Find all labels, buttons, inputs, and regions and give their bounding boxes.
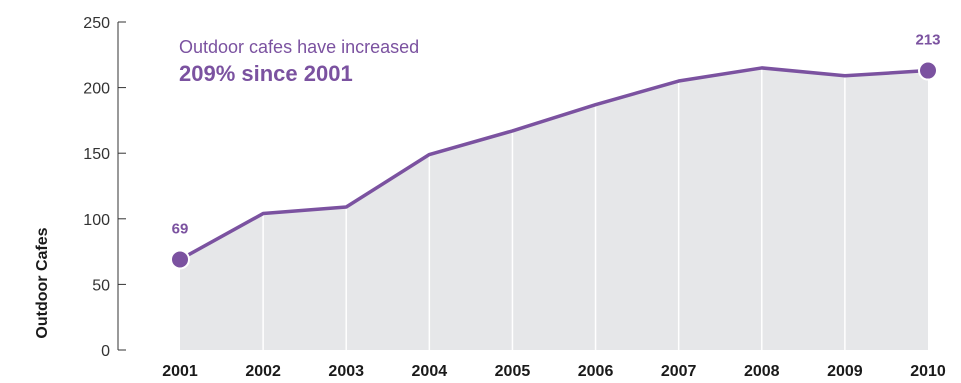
y-tick-label: 250 [83,15,110,32]
y-tick-label: 150 [83,146,110,163]
y-ticks: 0 50 100 150 200 250 [83,15,126,360]
data-marker-2001 [170,249,190,270]
x-axis: 2001 2002 2003 2004 2005 2006 2007 2008 2009 2010 [162,363,946,380]
data-label-2010: 213 [915,32,940,49]
annotation: Outdoor cafes have increased 209% since … [179,37,419,86]
data-markers [170,60,938,270]
x-tick-label: 2007 [661,363,697,380]
y-tick-label: 200 [83,81,110,98]
y-tick-label: 0 [101,343,110,360]
plot-area [179,66,929,351]
vertical-gridlines [262,68,846,350]
x-tick-label: 2010 [910,363,946,380]
y-axis: 0 50 100 150 200 250 [83,15,126,360]
data-marker-2010 [918,60,938,81]
y-axis-title: Outdoor Cafes [34,227,51,338]
annotation-line-1: Outdoor cafes have increased [179,37,419,57]
x-tick-label: 2001 [162,363,198,380]
y-tick-label: 100 [83,212,110,229]
series-line [179,66,929,262]
data-label-2001: 69 [172,220,189,237]
x-tick-label: 2009 [827,363,863,380]
area-fill [180,67,928,351]
x-tick-label: 2006 [578,363,614,380]
x-tick-label: 2003 [328,363,364,380]
annotation-line-2: 209% since 2001 [179,61,353,86]
data-labels: 69 213 [172,32,941,238]
y-tick-label: 50 [92,277,110,294]
x-tick-label: 2002 [245,363,281,380]
x-tick-label: 2005 [495,363,531,380]
x-tick-label: 2008 [744,363,780,380]
x-tick-label: 2004 [412,363,448,380]
